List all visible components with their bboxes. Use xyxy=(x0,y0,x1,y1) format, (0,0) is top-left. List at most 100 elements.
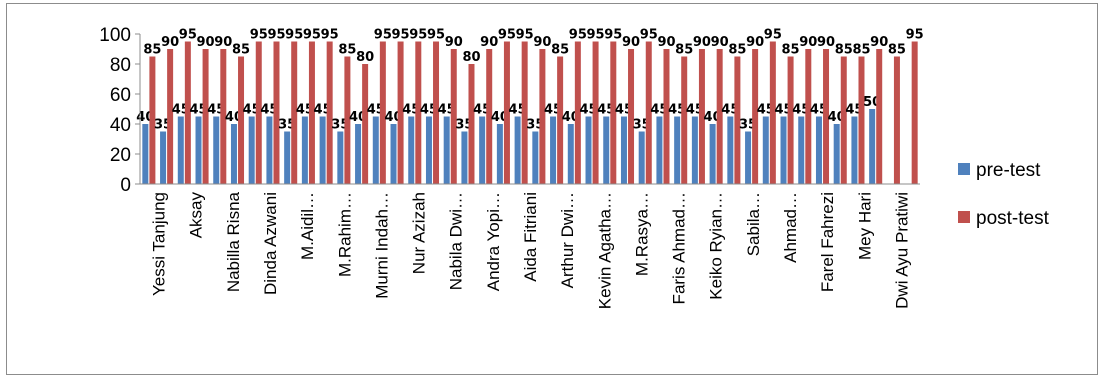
bar-pre-test xyxy=(532,131,539,184)
bar-pre-test xyxy=(443,116,450,184)
data-label-post-test: 95 xyxy=(587,28,605,43)
bar-pre-test xyxy=(266,116,273,184)
bar-pre-test xyxy=(869,109,876,184)
x-tick-label: Yessi Tanjung xyxy=(150,192,169,296)
bar-post-test xyxy=(574,41,581,184)
bar-pre-test xyxy=(780,116,787,184)
bar-post-test xyxy=(326,41,333,184)
bar-pre-test xyxy=(550,116,557,184)
y-tick-label: 20 xyxy=(110,145,131,166)
x-tick-label: Mey Hari xyxy=(855,192,874,260)
bar-pre-test xyxy=(496,124,503,184)
data-label-post-test: 95 xyxy=(374,28,392,43)
bar-post-test xyxy=(592,41,599,184)
bar-pre-test xyxy=(691,116,698,184)
bar-pre-test xyxy=(248,116,255,184)
data-label-post-test: 95 xyxy=(409,28,427,43)
y-tick-label: 60 xyxy=(110,85,131,106)
bar-post-test xyxy=(397,41,404,184)
bar-pre-test xyxy=(230,124,237,184)
data-label-post-test: 85 xyxy=(143,43,161,58)
bar-pre-test xyxy=(567,124,574,184)
bar-post-test xyxy=(468,64,475,184)
x-tick-label: Nabilla Risna xyxy=(224,191,243,292)
x-tick-label: Kevin Agatha… xyxy=(595,192,614,309)
bar-pre-test xyxy=(142,124,149,184)
data-label-post-test: 95 xyxy=(392,28,410,43)
x-tick-label: M.Rahim… xyxy=(335,192,354,277)
x-tick-label: Farel Fahrezi xyxy=(818,192,837,292)
data-label-post-test: 85 xyxy=(338,43,356,58)
data-label-post-test: 90 xyxy=(197,35,215,50)
data-label-post-test: 95 xyxy=(179,28,197,43)
bar-pre-test xyxy=(745,131,752,184)
data-label-post-test: 95 xyxy=(285,28,303,43)
y-axis: 0 20 40 60 80 100 xyxy=(99,25,141,196)
x-tick-label: M.Rasya… xyxy=(632,192,651,276)
bar-post-test xyxy=(681,56,688,184)
x-tick-label: Aksay xyxy=(187,192,206,239)
bar-pre-test xyxy=(461,131,468,184)
bar-pre-test xyxy=(833,124,840,184)
x-tick-label: Aida Fitriani xyxy=(521,192,540,282)
y-tick-label: 40 xyxy=(110,115,131,136)
x-tick-label: Dwi Ayu Pratiwi xyxy=(892,192,911,309)
x-tick-label: Ahmad… xyxy=(781,192,800,263)
x-tick-label: Nabila Dwi… xyxy=(447,192,466,290)
x-tick-label: Sabila… xyxy=(744,192,763,256)
data-label-post-test: 85 xyxy=(232,43,250,58)
bar-post-test xyxy=(184,41,191,184)
x-tick-label: Arthur Dwi… xyxy=(558,192,577,288)
bar-pre-test xyxy=(709,124,716,184)
bar-pre-test xyxy=(620,116,627,184)
data-label-post-test: 95 xyxy=(569,28,587,43)
bar-post-test xyxy=(557,56,564,184)
bar-pre-test xyxy=(727,116,734,184)
data-label-post-test: 95 xyxy=(640,28,658,43)
bar-post-test xyxy=(362,64,369,184)
x-axis: Yessi Tanjung Aksay Nabilla Risna Dinda Azw… xyxy=(140,183,920,309)
bar-post-test xyxy=(308,41,315,184)
data-label-post-test: 85 xyxy=(728,43,746,58)
data-label-post-test: 90 xyxy=(161,35,179,50)
bar-pre-test xyxy=(177,116,184,184)
data-label-post-test: 90 xyxy=(693,35,711,50)
bar-pre-test xyxy=(213,116,220,184)
y-tick-label: 80 xyxy=(110,55,131,76)
bar-pre-test xyxy=(815,116,822,184)
bar-post-test xyxy=(344,56,351,184)
bar-post-test xyxy=(220,49,227,184)
bar-pre-test xyxy=(798,116,805,184)
bar-post-test xyxy=(840,56,847,184)
bar-post-test xyxy=(521,41,528,184)
x-tick-label: Dinda Azwani xyxy=(261,192,280,295)
bar-post-test xyxy=(379,41,386,184)
x-tick-label: M.Aidil… xyxy=(298,192,317,260)
bar-post-test xyxy=(503,41,510,184)
data-label-post-test: 80 xyxy=(356,50,374,65)
data-label-post-test: 90 xyxy=(214,35,232,50)
data-label-post-test: 95 xyxy=(498,28,516,43)
data-label-post-test: 90 xyxy=(711,35,729,50)
bar-post-test xyxy=(734,56,741,184)
bar-post-test xyxy=(167,49,174,184)
legend-swatch-pre-test xyxy=(958,163,970,175)
bar-pre-test xyxy=(514,116,521,184)
data-label-post-test: 85 xyxy=(835,43,853,58)
data-label-post-test: 95 xyxy=(250,28,268,43)
bar-post-test xyxy=(787,56,794,184)
bar-post-test xyxy=(255,41,262,184)
bar-pre-test xyxy=(638,131,645,184)
bar-post-test xyxy=(805,49,812,184)
bar-pre-test xyxy=(195,116,202,184)
x-tick-label: Murni Indah… xyxy=(372,192,391,299)
bar-post-test xyxy=(433,41,440,184)
bar-pre-test xyxy=(479,116,486,184)
x-tick-label: Keiko Ryian… xyxy=(707,192,726,300)
data-label-post-test: 95 xyxy=(604,28,622,43)
y-tick-label: 100 xyxy=(99,25,131,46)
bar-pre-test xyxy=(337,131,344,184)
bar-post-test xyxy=(698,49,705,184)
bar-pre-test xyxy=(160,131,167,184)
